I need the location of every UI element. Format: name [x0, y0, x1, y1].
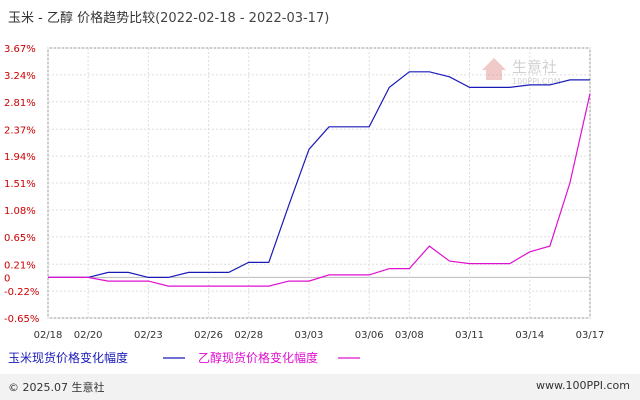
x-tick-label: 03/11: [455, 330, 484, 341]
y-tick-label: 3.67%: [4, 44, 36, 55]
x-tick-label: 02/18: [34, 330, 63, 341]
y-tick-label: 0: [4, 273, 10, 284]
series-line-2: [48, 93, 591, 287]
x-tick-label: 02/28: [234, 330, 263, 341]
x-tick-label: 02/20: [74, 330, 103, 341]
y-tick-label: 1.94%: [4, 152, 36, 163]
x-tick-label: 03/03: [295, 330, 324, 341]
title-dates: (2022-02-18 - 2022-03-17): [155, 11, 330, 26]
watermark-name: 生意社: [512, 58, 557, 76]
y-tick-label: 2.37%: [4, 125, 36, 136]
x-tick-label: 03/08: [395, 330, 424, 341]
legend-label-2: 乙醇现货价格变化幅度: [198, 350, 318, 365]
x-tick-label: 03/17: [576, 330, 605, 341]
chart-title: 玉米 - 乙醇 价格趋势比较(2022-02-18 - 2022-03-17): [8, 7, 329, 26]
footer-copyright: © 2025.07 生意社: [8, 381, 105, 394]
y-tick-label: 1.51%: [4, 179, 36, 190]
footer-bar: © 2025.07 生意社 www.100PPI.com: [0, 374, 640, 400]
y-tick-label: 0.65%: [4, 233, 36, 244]
plot-area: [47, 47, 591, 319]
line-chart: -0.65% -0.22% 0 0.21% 0.65% 1.08% 1.51% 1.94% 2.…: [4, 44, 605, 365]
x-tick-label: 02/23: [134, 330, 163, 341]
y-tick-label: -0.65%: [4, 314, 39, 325]
y-tick-label: 0.21%: [4, 260, 36, 271]
y-tick-label: 3.24%: [4, 71, 36, 82]
x-tick-label: 03/14: [515, 330, 544, 341]
y-tick-label: 2.81%: [4, 98, 36, 109]
x-tick-label: 03/06: [355, 330, 384, 341]
legend-label-1: 玉米现货价格变化幅度: [8, 350, 128, 365]
footer-site-link[interactable]: www.100PPI.com: [536, 379, 630, 392]
x-tick-label: 02/26: [194, 330, 223, 341]
y-tick-label: 1.08%: [4, 206, 36, 217]
title-main: 玉米 - 乙醇 价格趋势比较: [8, 11, 156, 26]
y-tick-label: -0.22%: [4, 287, 39, 298]
series-line-1: [48, 71, 590, 278]
watermark-house-icon: [482, 58, 506, 80]
watermark-url: 100PPI.COM: [512, 77, 561, 86]
